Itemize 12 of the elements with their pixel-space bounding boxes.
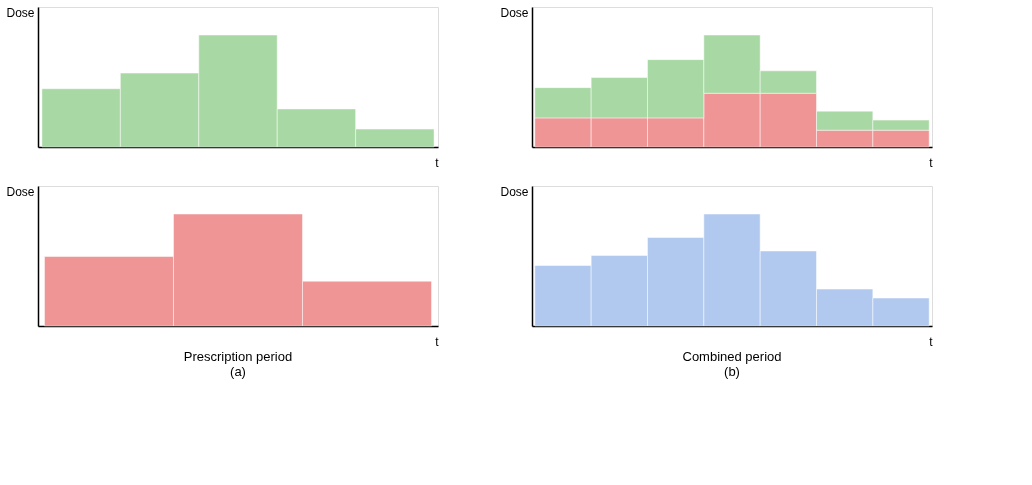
x-axis-title: t xyxy=(929,334,934,349)
text: Prescription period xyxy=(183,349,293,364)
x-axis-title: t xyxy=(435,334,440,349)
x-axis-title: t xyxy=(929,155,934,170)
y-axis-title: Dose xyxy=(500,5,529,20)
text: Combined period xyxy=(682,349,782,364)
text: (a) xyxy=(230,364,246,379)
y-axis-title: Dose xyxy=(6,5,35,20)
y-axis-title: Dose xyxy=(500,184,529,199)
x-axis-title: t xyxy=(435,155,440,170)
text: (b) xyxy=(724,364,740,379)
y-axis-title: Dose xyxy=(6,184,35,199)
